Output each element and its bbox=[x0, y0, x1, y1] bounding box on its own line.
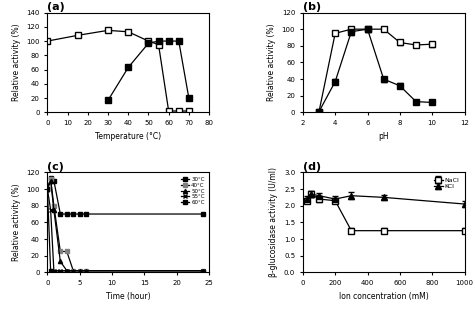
Line: 50°C: 50°C bbox=[46, 179, 205, 273]
Text: (b): (b) bbox=[303, 2, 321, 12]
50°C bbox=[48, 179, 54, 182]
50°C bbox=[51, 208, 57, 212]
55°C bbox=[51, 269, 57, 273]
Y-axis label: Relative activity (%): Relative activity (%) bbox=[12, 24, 21, 101]
Text: (c): (c) bbox=[47, 162, 64, 172]
30°C bbox=[57, 212, 63, 216]
40°C bbox=[48, 177, 54, 181]
Text: (d): (d) bbox=[303, 162, 321, 172]
30°C bbox=[45, 187, 50, 191]
55°C bbox=[48, 208, 54, 212]
60°C bbox=[48, 269, 54, 273]
40°C bbox=[71, 269, 76, 273]
40°C bbox=[83, 269, 89, 273]
30°C bbox=[71, 212, 76, 216]
40°C bbox=[200, 269, 205, 273]
60°C bbox=[45, 187, 50, 191]
40°C bbox=[51, 204, 57, 208]
40°C bbox=[57, 249, 63, 253]
50°C bbox=[71, 269, 76, 273]
60°C bbox=[64, 270, 70, 274]
60°C bbox=[57, 270, 63, 274]
50°C bbox=[57, 259, 63, 263]
30°C bbox=[77, 212, 82, 216]
30°C bbox=[48, 176, 54, 180]
55°C bbox=[200, 269, 205, 273]
Line: 30°C: 30°C bbox=[46, 176, 205, 216]
55°C bbox=[57, 269, 63, 273]
Y-axis label: Relative activity (%): Relative activity (%) bbox=[267, 24, 276, 101]
50°C bbox=[83, 269, 89, 273]
Text: (a): (a) bbox=[47, 2, 65, 12]
X-axis label: Ion concentration (mM): Ion concentration (mM) bbox=[339, 291, 428, 300]
30°C bbox=[64, 212, 70, 216]
30°C bbox=[51, 179, 57, 182]
X-axis label: pH: pH bbox=[378, 132, 389, 141]
50°C bbox=[200, 269, 205, 273]
Line: 40°C: 40°C bbox=[46, 177, 205, 273]
50°C bbox=[64, 269, 70, 273]
Legend: NaCl, KCl: NaCl, KCl bbox=[432, 176, 461, 191]
30°C bbox=[83, 212, 89, 216]
Legend: 30°C, 40°C, 50°C, 55°C, 60°C: 30°C, 40°C, 50°C, 55°C, 60°C bbox=[180, 175, 206, 207]
55°C bbox=[45, 187, 50, 191]
40°C bbox=[64, 249, 70, 253]
Line: 55°C: 55°C bbox=[46, 187, 205, 273]
60°C bbox=[200, 270, 205, 274]
60°C bbox=[51, 270, 57, 274]
X-axis label: Time (hour): Time (hour) bbox=[106, 291, 151, 300]
50°C bbox=[45, 187, 50, 191]
Y-axis label: Relative activity (%): Relative activity (%) bbox=[12, 183, 21, 261]
55°C bbox=[64, 269, 70, 273]
30°C bbox=[200, 212, 205, 216]
X-axis label: Temperature (°C): Temperature (°C) bbox=[95, 132, 161, 141]
Y-axis label: β-glucosidase activity (U/ml): β-glucosidase activity (U/ml) bbox=[269, 167, 278, 277]
40°C bbox=[77, 269, 82, 273]
50°C bbox=[77, 269, 82, 273]
Line: 60°C: 60°C bbox=[46, 187, 205, 275]
40°C bbox=[45, 187, 50, 191]
